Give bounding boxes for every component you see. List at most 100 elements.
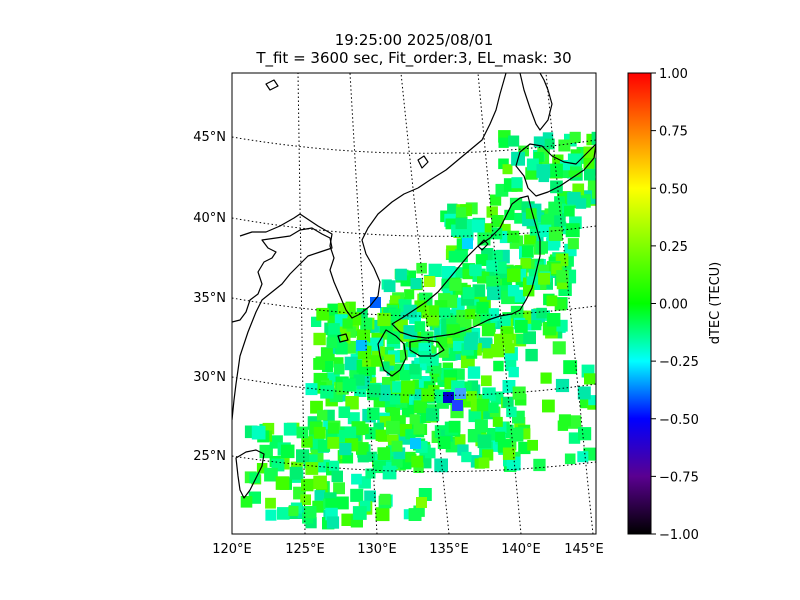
dtec-cell [548, 201, 562, 216]
dtec-cell [481, 375, 492, 387]
dtec-cell [558, 414, 571, 427]
dtec-cell [264, 467, 278, 482]
dtec-cell [386, 364, 398, 376]
dtec-cell [344, 426, 357, 439]
dtec-cell [393, 363, 405, 374]
dtec-cell [447, 203, 458, 214]
dtec-cell [437, 376, 448, 387]
lat-labels: 45°N 40°N 35°N 30°N 25°N [193, 130, 226, 464]
dtec-cell [345, 301, 356, 312]
dtec-cell [434, 458, 448, 473]
dtec-cell [328, 323, 340, 335]
dtec-cell [344, 356, 359, 371]
dtec-cell [383, 280, 396, 293]
dtec-cell [339, 442, 352, 456]
dtec-cell [501, 278, 512, 289]
dtec-cell [357, 308, 368, 319]
dtec-cell [409, 363, 420, 375]
dtec-cell [579, 398, 590, 409]
dtec-cell [472, 284, 486, 297]
dtec-cell [499, 223, 511, 235]
dtec-cell [538, 272, 551, 285]
dtec-cell [342, 378, 356, 392]
dtec-cell [413, 423, 425, 435]
dtec-cell [438, 347, 449, 358]
dtec-cell [476, 301, 489, 315]
dtec-cell [584, 373, 596, 385]
dtec-cell [300, 494, 311, 506]
dtec-cell [426, 353, 439, 366]
dtec-cell [408, 508, 422, 521]
lon-label: 120°E [212, 542, 252, 557]
dtec-cell [592, 186, 596, 199]
dtec-cell [322, 361, 334, 373]
dtec-cell [416, 497, 427, 508]
dtec-cell [367, 407, 380, 420]
dtec-cell [551, 263, 562, 274]
dtec-cell [382, 465, 397, 480]
dtec-cell [313, 358, 326, 370]
dtec-cell [356, 340, 367, 351]
dtec-cell [507, 285, 520, 297]
colorbar-tick-label: 0.00 [659, 298, 688, 313]
dtec-cell [578, 427, 592, 441]
dtec-cell [327, 315, 339, 327]
dtec-cell [379, 416, 391, 428]
dtec-cell [563, 360, 578, 375]
dtec-cell [462, 238, 473, 249]
dtec-cell [489, 440, 501, 452]
dtec-cell [483, 409, 494, 420]
dtec-cell [391, 440, 403, 452]
dtec-cell [301, 478, 314, 492]
dtec-cell [507, 268, 521, 283]
dtec-cell [366, 451, 377, 462]
colorbar-tick-label: 0.25 [659, 240, 688, 255]
dtec-cell [441, 324, 452, 335]
dtec-cell [525, 208, 537, 219]
dtec-cell [373, 422, 384, 434]
dtec-cell [453, 339, 465, 352]
dtec-cell [518, 145, 529, 157]
dtec-cell [498, 137, 509, 148]
dtec-cell [430, 362, 442, 374]
dtec-cell [413, 400, 427, 414]
dtec-cell [586, 133, 596, 146]
dtec-cell [591, 131, 596, 145]
dtec-cell [414, 321, 426, 332]
dtec-cell [373, 395, 386, 408]
dtec-cell [538, 224, 552, 238]
dtec-cell [524, 234, 537, 247]
dtec-cell [288, 505, 299, 516]
colorbar: 1.00 0.75 0.50 0.25 0.00 −0.25 −0.50 −0.75 −1.00… [627, 67, 723, 543]
dtec-cell [452, 267, 464, 279]
lon-label: 130°E [357, 542, 397, 557]
dtec-cell [506, 406, 517, 418]
dtec-cell [313, 475, 327, 490]
dtec-cell [397, 391, 409, 403]
dtec-cell [323, 409, 335, 421]
dtec-cell [313, 332, 326, 346]
coast-hokkaido [515, 143, 596, 197]
dtec-cell [490, 344, 505, 358]
dtec-cell [540, 372, 552, 384]
dtec-cell [546, 295, 558, 307]
dtec-cell [364, 490, 376, 503]
dtec-cell [467, 380, 479, 391]
dtec-cell [256, 463, 268, 474]
lat-label: 45°N [193, 130, 226, 145]
colorbar-tick-label: 0.50 [659, 182, 688, 197]
dtec-cell [316, 484, 328, 496]
dtec-cell [471, 219, 485, 233]
dtec-cell [388, 434, 399, 446]
dtec-cell [296, 449, 310, 463]
dtec-cell [379, 389, 391, 402]
dtec-cell [552, 154, 564, 166]
dtec-cell [429, 371, 441, 383]
dtec-cell [465, 219, 478, 232]
dtec-cell [351, 473, 362, 485]
dtec-cell [403, 325, 418, 340]
dtec-cell [504, 343, 515, 354]
colorbar-tick-label: −1.00 [659, 528, 699, 543]
dtec-cell [356, 442, 369, 455]
